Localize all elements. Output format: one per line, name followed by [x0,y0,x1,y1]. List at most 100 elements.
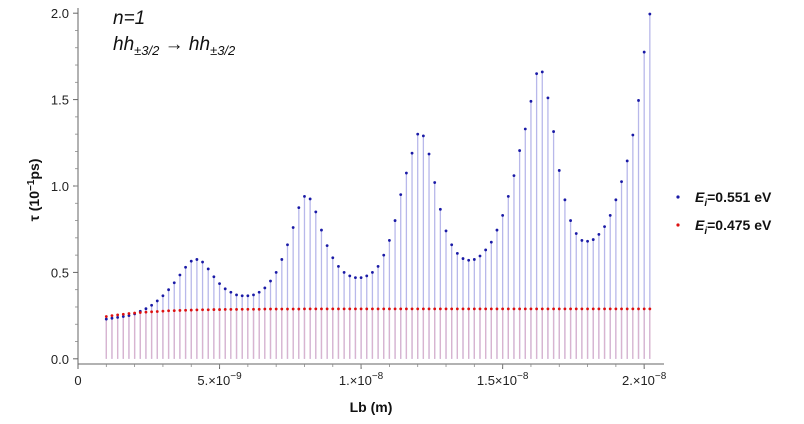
point-series-2 [591,307,595,311]
point-series-1 [376,264,380,268]
y-axis-title-base: τ (10 [26,191,42,222]
point-series-2 [133,311,137,315]
point-series-2 [642,307,646,311]
y-axis-title: τ (10−1ps) [26,159,42,222]
point-series-2 [421,307,425,311]
point-series-2 [257,307,261,311]
point-series-1 [104,317,108,321]
point-series-1 [461,257,465,260]
point-series-1 [393,219,397,222]
point-series-1 [269,279,272,283]
point-series-1 [235,293,238,297]
point-series-2 [501,307,505,311]
point-series-2 [648,307,652,311]
point-series-1 [337,264,340,268]
point-series-2 [371,307,374,311]
point-series-1 [546,96,550,100]
point-series-2 [580,307,584,311]
point-series-1 [467,258,471,262]
points-layer [104,12,652,321]
point-series-1 [574,232,578,235]
point-series-2 [229,307,233,311]
point-series-1 [195,258,199,261]
point-series-1 [365,274,369,278]
point-series-1 [150,303,154,307]
point-series-1 [620,180,623,184]
point-series-1 [450,243,454,247]
point-series-1 [472,258,476,261]
legend-marker-series-1 [676,195,680,199]
point-series-2 [144,310,148,314]
point-series-1 [263,286,267,290]
point-series-2 [252,307,255,311]
point-series-1 [303,194,306,198]
point-series-2 [291,307,295,311]
point-series-2 [410,307,414,311]
point-series-1 [438,207,442,211]
point-series-1 [614,198,618,202]
point-series-1 [167,288,170,292]
point-series-2 [365,307,369,311]
x-ticks: 0 5.×10−9 1.×10−8 1.5×10−8 2.×10−8 [74,364,667,388]
point-series-2 [620,307,623,311]
annotation-transition: hh±3/2 → hh±3/2 [113,34,236,58]
x-tick-label: 1.×10−8 [339,371,384,388]
point-series-2 [382,307,386,311]
point-series-2 [388,307,391,311]
point-series-1 [484,248,488,252]
point-series-1 [286,243,289,247]
point-series-2 [603,307,606,311]
point-series-1 [184,265,187,269]
point-series-2 [201,308,204,312]
point-series-1 [512,174,516,178]
point-series-2 [478,307,482,311]
point-series-2 [189,308,193,312]
x-tick-label: 2.×10−8 [622,371,667,388]
point-series-2 [597,307,601,311]
legend-label-series-1: Ei=0.551 eV [695,189,772,209]
point-series-2 [274,307,278,311]
point-series-2 [472,307,476,311]
point-series-2 [303,307,306,311]
point-series-1 [178,273,182,277]
point-series-1 [354,276,357,279]
legend: Ei=0.551 eV Ei=0.475 eV [676,189,772,237]
point-series-1 [523,127,527,131]
point-series-2 [104,315,108,318]
point-series-1 [320,228,323,232]
point-series-2 [116,313,120,317]
point-series-1 [110,316,114,320]
point-series-2 [314,307,318,311]
point-series-1 [569,219,572,222]
point-series-2 [540,307,544,311]
y-tick-label: 0.5 [51,265,69,280]
point-series-2 [529,307,533,311]
point-series-2 [614,307,618,311]
point-series-2 [523,307,527,311]
point-series-1 [586,239,589,243]
point-series-2 [280,307,284,311]
point-series-2 [286,307,289,311]
point-series-2 [506,307,510,311]
point-series-1 [529,99,533,103]
legend-marker-series-2 [676,223,680,227]
transition-final-subscript: ±3/2 [210,43,236,58]
point-series-2 [484,307,488,311]
point-series-2 [172,309,176,312]
point-series-1 [563,198,567,202]
point-series-2 [489,307,493,311]
point-series-2 [161,309,165,313]
point-series-1 [433,181,437,184]
point-series-2 [206,308,210,312]
point-series-2 [178,309,182,312]
point-series-2 [546,307,550,311]
point-series-1 [116,315,120,319]
point-series-1 [274,271,278,274]
transition-initial-state: hh [113,34,134,55]
point-series-2 [455,307,459,311]
point-series-1 [121,315,125,318]
point-series-2 [348,307,352,311]
point-series-2 [127,312,131,315]
point-series-2 [586,307,589,311]
point-series-1 [342,271,346,274]
